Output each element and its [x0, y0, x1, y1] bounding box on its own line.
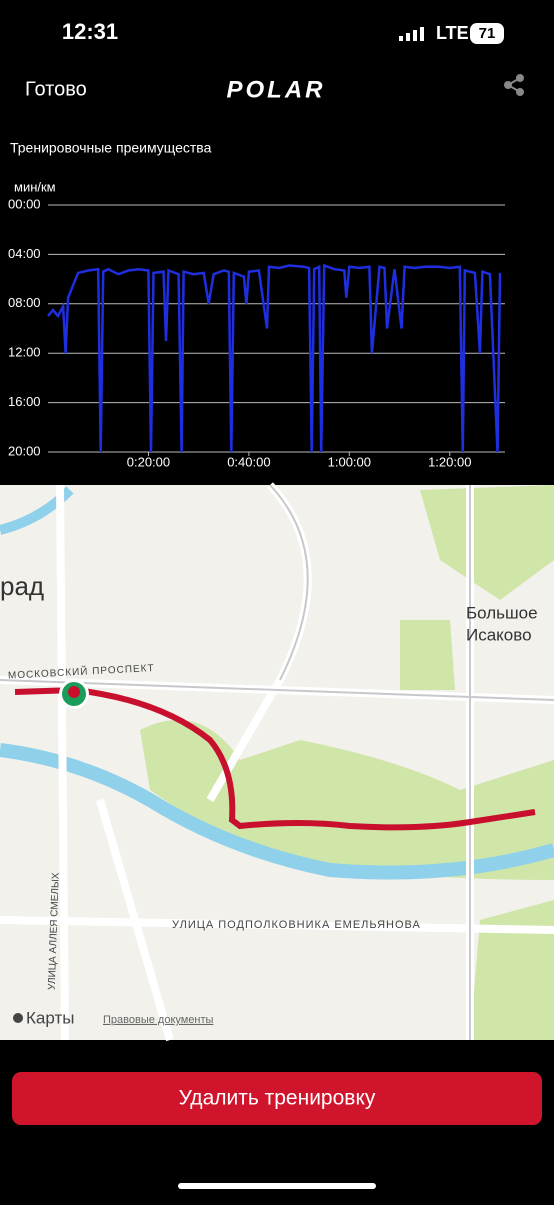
home-indicator	[178, 1183, 376, 1189]
status-network: LTE	[436, 23, 469, 43]
polar-logo: POLAR	[227, 76, 326, 103]
map-label: Большое	[466, 603, 538, 622]
map-label: Исаково	[466, 625, 532, 644]
x-tick-label: 0:40:00	[227, 454, 270, 469]
pace-chart: 00:00 04:00 08:00 12:00 16:00 20:00 0:20:00 0:4…	[8, 196, 505, 469]
y-tick-label: 08:00	[8, 295, 41, 310]
map-label: УЛИЦА ПОДПОЛКОВНИКА ЕМЕЛЬЯНОВА	[172, 919, 421, 931]
battery-level: 71	[479, 25, 496, 42]
map: рад Большое Исаково МОСКОВСКИЙ ПРОСПЕКТ …	[0, 482, 554, 1042]
delete-button-label[interactable]: Удалить тренировку	[179, 1087, 376, 1110]
delete-button[interactable]	[12, 1072, 542, 1125]
apple-icon	[13, 1013, 23, 1023]
x-tick-label: 1:20:00	[428, 454, 471, 469]
section-title: Тренировочные преимущества	[10, 140, 212, 156]
y-tick-label: 00:00	[8, 196, 41, 211]
y-tick-label: 12:00	[8, 345, 41, 360]
battery-icon	[470, 23, 504, 44]
map-label: рад	[0, 571, 44, 601]
done-button[interactable]: Готово	[25, 78, 87, 100]
y-tick-label: 16:00	[8, 394, 41, 409]
signal-icon	[399, 27, 424, 41]
y-tick-label: 20:00	[8, 443, 41, 458]
y-axis-label: мин/км	[14, 179, 56, 194]
x-tick-label: 0:20:00	[127, 454, 170, 469]
map-label: УЛИЦА АЛЛЕЯ СМЕЛЫХ	[47, 872, 62, 990]
share-button[interactable]	[504, 74, 524, 96]
x-tick-label: 1:00:00	[328, 454, 371, 469]
map-legal[interactable]: Правовые документы	[103, 1014, 214, 1026]
status-time: 12:31	[62, 19, 118, 44]
map-brand: Карты	[26, 1008, 74, 1027]
pace-line	[47, 263, 502, 453]
y-tick-label: 04:00	[8, 246, 41, 261]
